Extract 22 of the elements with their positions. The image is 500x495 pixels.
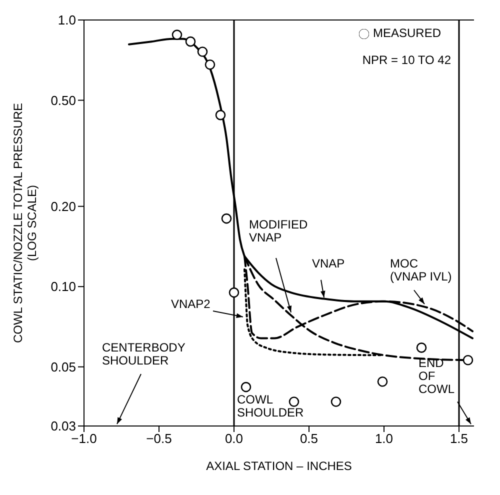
x-tick-label: 1.5 — [450, 431, 468, 446]
annotation: CENTERBODY SHOULDER — [102, 340, 186, 368]
x-tick-label: 0.0 — [224, 431, 244, 446]
y-tick-label: 0.50 — [50, 92, 76, 108]
y-tick-label: 0.20 — [50, 198, 76, 214]
y-tick-label: 0.10 — [50, 279, 76, 294]
annotation: NPR = 10 TO 42 — [362, 53, 452, 67]
y-tick-label: 0.05 — [50, 359, 76, 374]
legend-label: MEASURED — [372, 26, 441, 40]
x-tick-label: 1.0 — [374, 431, 394, 446]
series-label: MODIFIED VNAP — [249, 218, 308, 245]
text: VNAP2 — [171, 297, 211, 312]
y-axis-title: COWL STATIC/NOZZLE TOTAL PRESSURE (LOG SCALE) — [11, 102, 39, 344]
series-label: MOC (VNAP IVL) — [390, 256, 452, 284]
x-tick-label: 0.5 — [300, 431, 318, 446]
y-tick-label: 0.03 — [50, 418, 76, 434]
x-tick-label: −1.0 — [71, 431, 97, 446]
y-tick-label: 1.0 — [58, 12, 76, 28]
annotation: COWL SHOULDER — [237, 392, 304, 420]
x-axis-title: AXIAL STATION – INCHES — [206, 459, 352, 473]
text: VNAP — [312, 256, 345, 270]
x-tick-label: −0.5 — [146, 431, 172, 446]
